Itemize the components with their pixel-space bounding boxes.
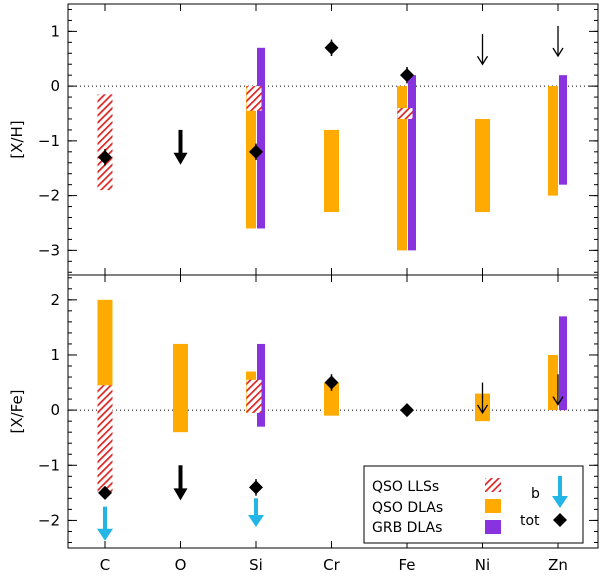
legend-qso-dla-swatch bbox=[485, 499, 501, 513]
tot-upper-limit-head-Zn bbox=[552, 47, 564, 58]
legend-box bbox=[363, 465, 584, 544]
legend-grb-dla-label: GRB DLAs bbox=[372, 520, 442, 536]
y-tick-label: 2 bbox=[50, 291, 60, 309]
y-tick-label: −3 bbox=[38, 241, 60, 259]
tot-upper-limit-head-Zn bbox=[552, 396, 564, 406]
legend-qso-lls-swatch bbox=[485, 478, 501, 492]
qso-dla-bar-Zn bbox=[548, 86, 558, 196]
y-tick-label: −2 bbox=[38, 511, 60, 529]
bottom-panel: −2 −1 0 1 2 [X/Fe] bbox=[8, 274, 599, 549]
y-tick-label: −2 bbox=[38, 187, 60, 205]
tot-diamond-Fe bbox=[400, 403, 414, 418]
grb-dla-bar-Fe bbox=[408, 75, 416, 251]
tot-upper-limit-head-Ni bbox=[476, 404, 489, 415]
tot-diamond-C bbox=[98, 150, 112, 165]
y-tick-label: −1 bbox=[38, 456, 60, 474]
tot-upper-limit-head-O bbox=[173, 488, 188, 501]
x-tick-label-Fe: Fe bbox=[398, 556, 415, 574]
y-tick-label: −1 bbox=[38, 132, 60, 150]
tot-diamond-Cr bbox=[324, 40, 339, 55]
legend-b-arrow-icon bbox=[552, 476, 568, 508]
tot-diamond-Cr bbox=[324, 375, 339, 390]
tot-upper-limit-head-O bbox=[173, 152, 188, 165]
b-upper-limit-head-Si bbox=[248, 514, 264, 527]
qso-dla-bar-Ni bbox=[475, 118, 490, 213]
x-tick-label-Si: Si bbox=[249, 556, 263, 574]
qso-lls-bar-Si bbox=[246, 86, 262, 111]
y-axis-label: [X/Fe] bbox=[8, 389, 26, 433]
qso-lls-bar-C bbox=[97, 385, 113, 493]
x-axis-labels: C O Si Cr Fe Ni Zn bbox=[100, 556, 568, 574]
y-axis-label: [X/H] bbox=[8, 120, 26, 158]
qso-lls-bar-Si bbox=[246, 379, 262, 413]
plot-frame bbox=[67, 274, 599, 549]
x-tick-label-C: C bbox=[100, 556, 110, 574]
y-tick-label: 1 bbox=[50, 22, 60, 40]
tot-diamond-Si bbox=[249, 480, 263, 495]
qso-lls-bar-Fe bbox=[397, 108, 413, 119]
qso-dla-bar-Zn bbox=[548, 354, 558, 411]
qso-dla-bar-Cr bbox=[324, 382, 339, 416]
y-tick-label: 0 bbox=[50, 401, 60, 419]
legend-qso-dla-label: QSO DLAs bbox=[372, 500, 443, 516]
x-tick-label-O: O bbox=[175, 556, 187, 574]
tot-diamond-Fe bbox=[400, 68, 414, 83]
tot-upper-limit-head-Ni bbox=[476, 55, 489, 66]
legend-qso-lls-label: QSO LLSs bbox=[372, 479, 439, 495]
grb-dla-bar-Zn bbox=[559, 75, 567, 185]
legend-tot-label: tot bbox=[520, 513, 540, 529]
qso-dla-bar-Cr bbox=[324, 129, 339, 213]
legend: QSO LLSs QSO DLAs GRB DLAs b tot bbox=[363, 465, 584, 544]
b-upper-limit-head-C bbox=[97, 528, 113, 541]
legend-b-label: b bbox=[531, 486, 540, 502]
qso-lls-bar-C bbox=[97, 94, 113, 191]
y-tick-label: 0 bbox=[50, 77, 60, 95]
x-tick-label-Zn: Zn bbox=[548, 556, 568, 574]
legend-grb-dla-swatch bbox=[485, 520, 501, 534]
tot-diamond-Si bbox=[249, 144, 263, 159]
top-panel: −3 −2 −1 0 1 [X/H] bbox=[8, 3, 599, 276]
qso-dla-bar-Fe bbox=[397, 86, 407, 251]
qso-dla-bar-O bbox=[173, 343, 188, 433]
x-tick-label-Cr: Cr bbox=[323, 556, 340, 574]
qso-dla-bar-Si bbox=[246, 86, 256, 229]
grb-dla-bar-Zn bbox=[559, 316, 567, 411]
x-tick-label-Ni: Ni bbox=[475, 556, 490, 574]
legend-tot-diamond-icon bbox=[553, 513, 567, 527]
tot-diamond-C bbox=[98, 485, 112, 500]
y-tick-label: 1 bbox=[50, 346, 60, 364]
grb-dla-bar-Si bbox=[257, 47, 265, 229]
